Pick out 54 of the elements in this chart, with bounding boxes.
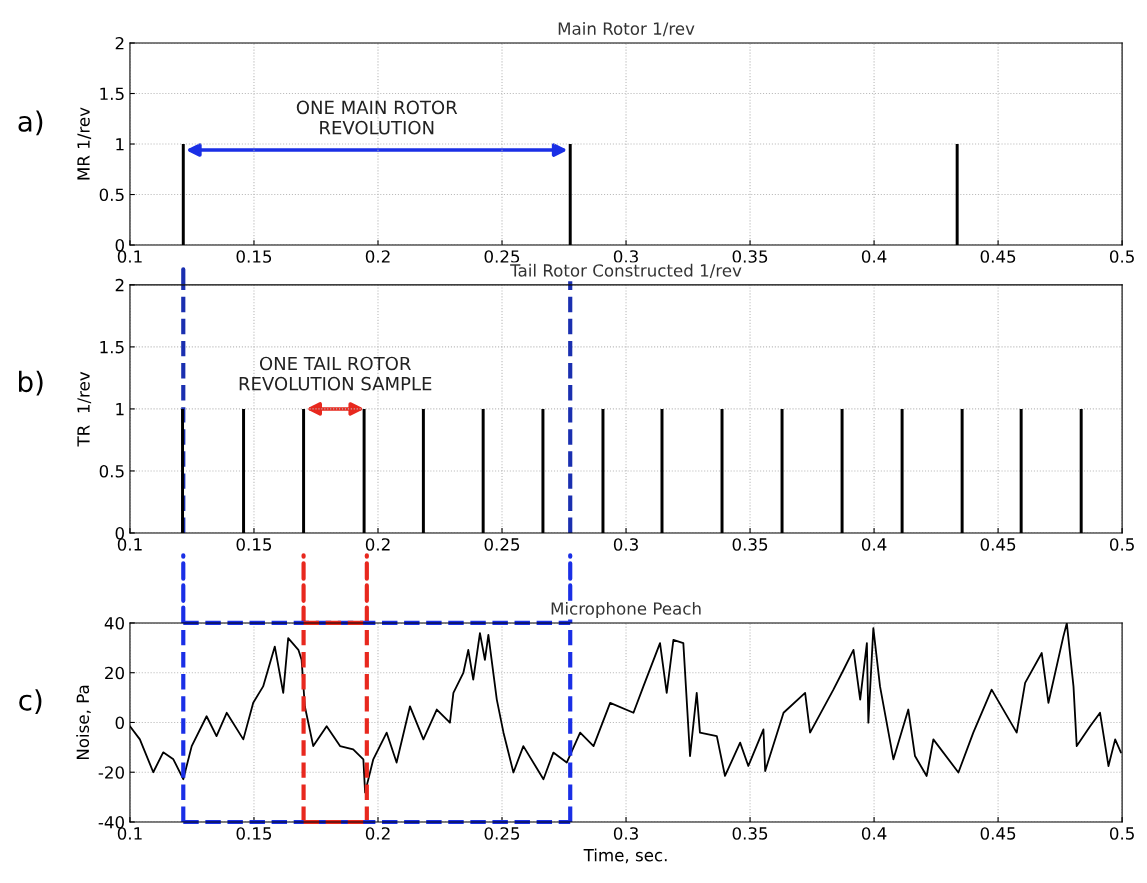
text: b) xyxy=(19,370,43,396)
x-tick-label: 0.2 xyxy=(365,827,390,840)
x-tick-label: 0.3 xyxy=(613,827,638,840)
x-tick-label: 0.15 xyxy=(236,538,272,551)
annotation: ONE TAIL ROTOR REVOLUTION SAMPLE xyxy=(239,356,432,391)
x-tick-label: 0.45 xyxy=(980,827,1016,840)
y-axis-title: Noise, Pa xyxy=(76,685,91,760)
x-tick-label: 0.35 xyxy=(732,827,768,840)
x-tick-label: 0.3 xyxy=(613,250,638,263)
annotation: ONE MAIN ROTOR REVOLUTION xyxy=(296,100,458,135)
x-tick-label: 0.1 xyxy=(117,827,142,840)
y-tick-label: -20 xyxy=(98,766,124,779)
x-tick-label: 0.4 xyxy=(861,827,887,840)
y-tick-label: 40 xyxy=(104,616,124,630)
x-tick-label: 0.1 xyxy=(117,538,142,551)
x-tick-label: 0.15 xyxy=(236,250,272,263)
x-tick-label: 0.4 xyxy=(861,250,887,263)
x-tick-label: 0.5 xyxy=(1109,538,1134,551)
x-tick-label: 0.2 xyxy=(365,538,390,551)
x-tick-label: 0.1 xyxy=(117,250,142,263)
x-tick-label: 0.2 xyxy=(365,250,390,263)
x-tick-label: 0.5 xyxy=(1109,250,1134,263)
x-tick-label: 0.45 xyxy=(980,538,1016,551)
x-tick-label: 0.25 xyxy=(484,250,520,263)
x-tick-label: 0.5 xyxy=(1109,827,1134,840)
x-axis-title: Time, sec. xyxy=(583,848,667,864)
x-tick-label: 0.25 xyxy=(484,827,520,840)
y-tick-label: 1 xyxy=(116,138,124,151)
y-tick-label: 0 xyxy=(115,526,124,540)
y-tick-label: 2 xyxy=(115,36,124,50)
y-axis-title: MR 1/rev xyxy=(77,107,92,180)
text: c) xyxy=(19,689,42,714)
y-tick-label: 0 xyxy=(115,238,124,252)
chart-title: Main Rotor 1/rev xyxy=(558,22,695,37)
y-tick-label: 1.5 xyxy=(100,341,124,354)
y-tick-label: 1 xyxy=(116,403,124,416)
y-tick-label: 20 xyxy=(105,666,124,680)
y-tick-label: 2 xyxy=(115,278,124,292)
y-tick-label: 0.5 xyxy=(99,464,124,478)
chart-title: Tail Rotor Constructed 1/rev xyxy=(510,263,742,279)
y-axis-title: TR 1/rev xyxy=(77,371,92,447)
x-tick-label: 0.15 xyxy=(236,827,272,840)
chart-title: Microphone Peach xyxy=(551,601,701,619)
x-tick-label: 0.4 xyxy=(861,538,887,551)
x-tick-label: 0.45 xyxy=(980,250,1016,263)
y-tick-label: 0 xyxy=(115,716,124,730)
y-tick-label: -40 xyxy=(98,815,124,829)
x-tick-label: 0.3 xyxy=(613,538,638,551)
text: a) xyxy=(18,110,43,136)
y-tick-label: 0.5 xyxy=(99,188,124,202)
x-tick-label: 0.25 xyxy=(484,538,520,551)
y-tick-label: 1.5 xyxy=(100,87,124,101)
x-tick-label: 0.35 xyxy=(732,538,768,551)
x-tick-label: 0.35 xyxy=(732,250,768,263)
